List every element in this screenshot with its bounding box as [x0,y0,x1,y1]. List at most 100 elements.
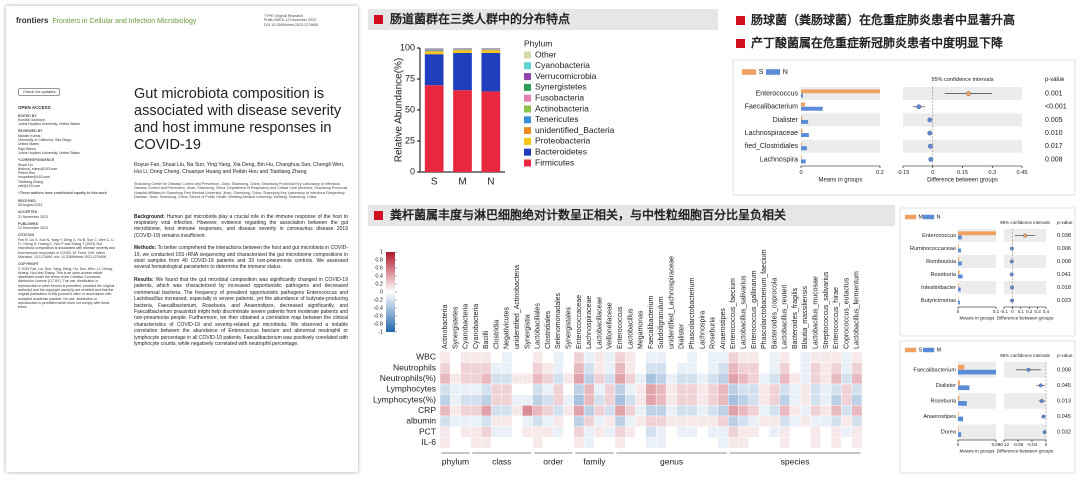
heatmap-cell [511,394,523,406]
category-label: Roseburia [931,398,957,404]
group-label: phylum [442,456,469,466]
heatmap-cell [460,405,472,417]
mean-bar [801,128,803,133]
heatmap-cell [655,415,667,427]
colorbar-label: 0.8 [375,257,383,263]
heatmap-cell [686,405,698,417]
heatmap-cell [707,405,719,417]
mean-bar [801,93,803,98]
mean-bar [801,159,806,164]
mean-bar [801,146,807,151]
category-label: Romboutsia [926,259,957,265]
legend-label: Synergistetes [535,82,587,92]
paper-page: frontiers Frontiers in Cellular and Infec… [6,6,358,472]
sidebar-label: *CORRESPONDENCE [18,158,55,163]
heatmap-cell [666,415,677,427]
panel-frame [899,340,1076,474]
heatmap-cell [717,351,729,363]
heatmap-cell [470,383,482,395]
legend-swatch [524,83,531,91]
colorbar-label: -0.6 [374,313,383,319]
mean-bar [801,89,880,94]
heatmap-cell [491,394,502,406]
heatmap-cell [480,437,492,449]
heatmap-cell [625,362,636,374]
heatmap-cell [594,362,605,374]
heatmap-cell [614,351,626,363]
row-label: PCT [419,426,436,436]
column-label: Lactobacillales [535,303,542,349]
heatmap-cell [594,437,605,449]
heatmap-cell [439,362,451,374]
x-tick-label: 0.1 [993,309,1000,314]
p-value: 0.008 [1057,259,1071,265]
heatmap-cell [841,426,852,438]
heatmap-cell [625,405,636,417]
heatmap-cell [542,351,554,363]
row-label: WBC [416,352,436,362]
article-meta: TYPE Original Research PUBLISHED 12 Dece… [264,14,318,27]
heatmap-cell [635,351,647,363]
heatmap-cell [738,426,749,438]
publisher-logo: frontiers [16,16,49,25]
p-value: 0.023 [1057,298,1071,304]
heatmap-cell [717,426,729,438]
abstract-paragraph: Background: Human gut microbiota play a … [134,214,348,240]
colorbar-label: 0 [380,289,383,295]
heatmap-cell [573,362,585,374]
heatmap-cell [830,426,842,438]
heatmap-cell [563,426,575,438]
heading-bullet [736,39,745,48]
x-tick-label: 0.3 [1034,309,1041,314]
row-band [1004,393,1046,409]
heatmap-cell [604,405,616,417]
heatmap-cell [480,394,492,406]
section-heading: 粪杆菌属丰度与淋巴细胞绝对计数呈正相关，与中性粒细胞百分比呈负相关 [390,207,786,222]
heatmap-cell [830,383,842,395]
abstract-label: Background: [134,213,165,220]
heatmap-cell [439,405,451,417]
heatmap-cell [511,362,523,374]
heatmap-cell [748,394,760,406]
heatmap-cell [542,383,554,395]
heatmap-cell [841,405,852,417]
heatmap-cell [697,405,708,417]
heatmap-cell [553,437,564,449]
sidebar-text: Peibin Hou [18,171,36,176]
x-tick-label: -0.15 [897,170,910,176]
heatmap-cell [686,362,698,374]
x-tick-label: S [431,177,438,188]
column-label: Blautia_massiliensis [802,285,809,349]
difference-point [916,104,922,110]
heatmap-cell [707,415,719,427]
heatmap-cell [820,426,832,438]
x-axis-label: Means in groups [959,315,995,321]
heatmap-cell [542,426,554,438]
colorbar-label: -0.4 [374,305,383,311]
journal-name: Frontiers in Cellular and Infection Micr… [52,18,197,25]
legend-label: M [936,347,941,353]
heatmap-cell [851,415,863,427]
heatmap-cell [501,362,513,374]
heatmap-cell [491,405,502,417]
column-label: Selenomonadales [555,292,562,349]
heatmap-cell [604,362,616,374]
column-label: Lactobacillus_fermentum [854,271,861,349]
heatmap-cell [851,383,863,395]
heatmap-cell [697,373,708,385]
heatmap-cell [676,362,688,374]
heatmap-cell [511,415,523,427]
heatmap-cell [676,394,688,406]
heatmap-cell [573,415,585,427]
sidebar-text: Tianliang Zhang [18,179,43,184]
legend-swatch [524,148,531,156]
heatmap-cell [800,405,811,417]
difference-point [1039,399,1044,403]
bar-segment [424,48,444,50]
heatmap-cell [645,426,657,438]
heatmap-cell [707,351,719,363]
heatmap-cell [789,415,801,427]
heatmap-cell [666,405,677,417]
check-updates-button[interactable]: Check for updates [18,88,61,97]
heatmap-cell [717,383,729,395]
